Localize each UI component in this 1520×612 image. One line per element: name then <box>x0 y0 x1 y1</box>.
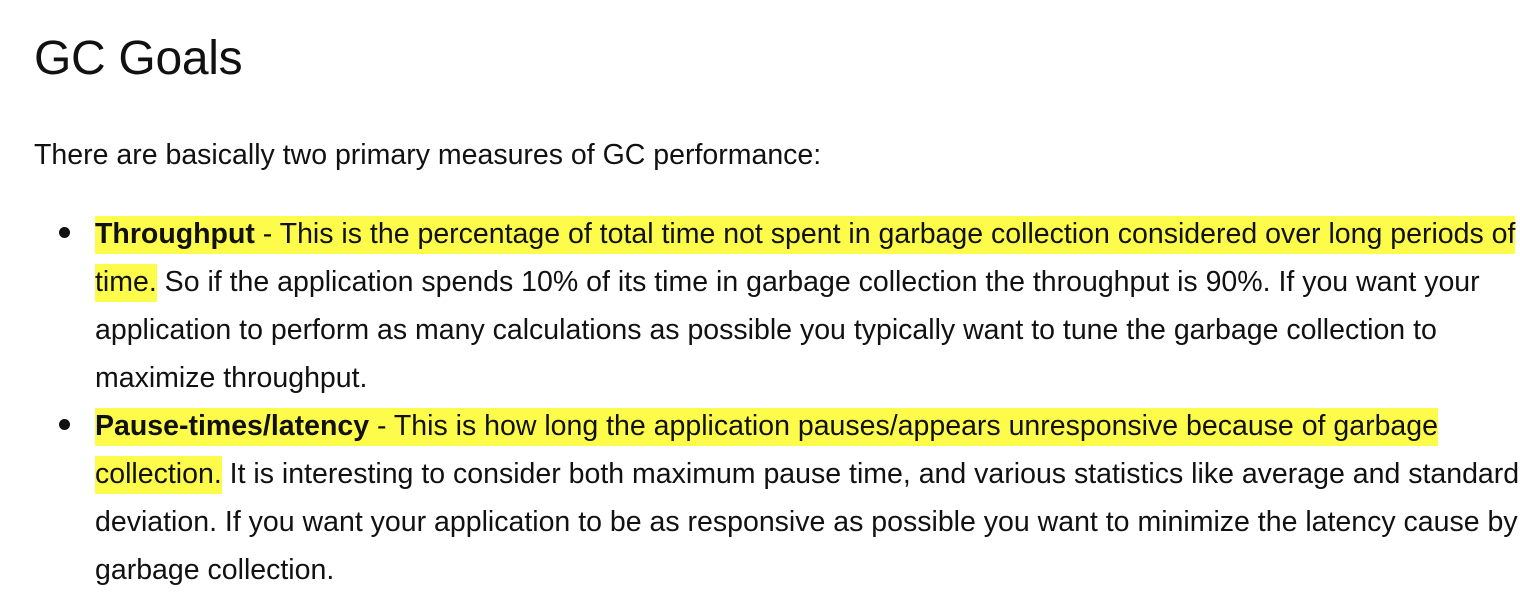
bullet-icon <box>59 227 70 238</box>
definition-throughput: - This is the percentage of total time n… <box>95 218 1516 298</box>
list-item-throughput: Throughput - This is the percentage of t… <box>59 210 1520 402</box>
goals-list: Throughput - This is the percentage of t… <box>34 210 1520 594</box>
description-throughput: So if the application spends 10% of its … <box>95 266 1480 394</box>
definition-latency: - This is how long the application pause… <box>95 410 1438 490</box>
intro-paragraph: There are basically two primary measures… <box>34 139 822 171</box>
bullet-icon <box>59 419 70 430</box>
description-latency: It is interesting to consider both maxim… <box>95 458 1520 586</box>
list-item-latency: Pause-times/latency - This is how long t… <box>59 402 1520 594</box>
term-latency: Pause-times/latency <box>95 410 370 442</box>
section-heading: GC Goals <box>34 32 243 85</box>
term-throughput: Throughput <box>95 218 255 250</box>
